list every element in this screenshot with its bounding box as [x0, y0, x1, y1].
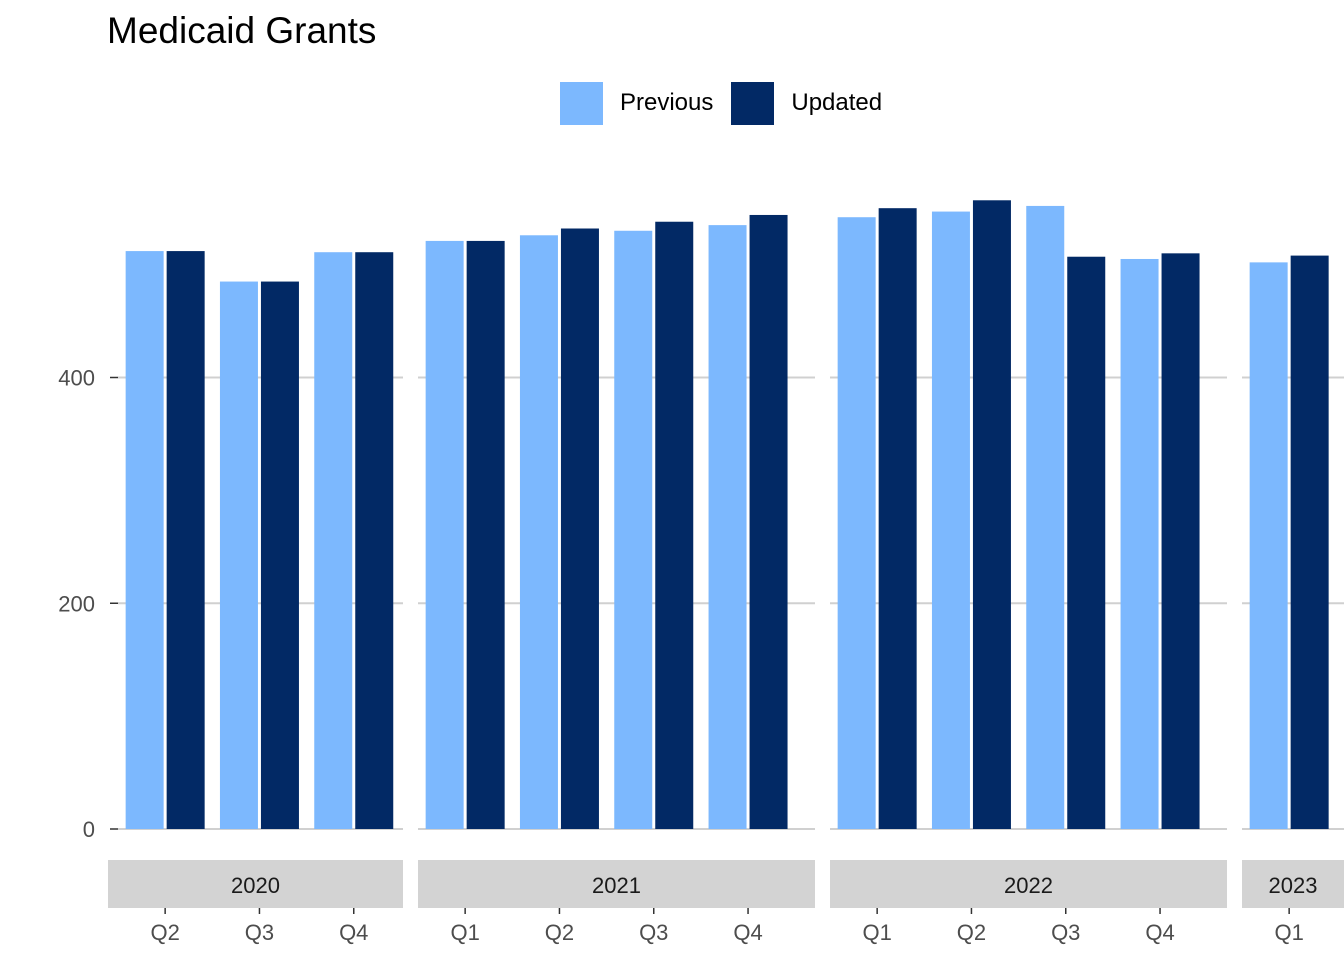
bar-updated-2020-q2	[166, 251, 205, 829]
bar-previous-2022-q4	[1120, 258, 1159, 829]
bar-previous-2021-q1	[425, 240, 464, 829]
facet-label-2022: 2022	[1004, 873, 1053, 898]
bar-updated-2021-q4	[749, 214, 788, 829]
bar-updated-2021-q2	[560, 228, 599, 829]
facet-strip-2020	[108, 860, 403, 908]
bar-updated-2022-q3	[1067, 256, 1106, 829]
y-tick-label: 200	[58, 591, 95, 616]
x-tick-label: Q1	[1274, 920, 1303, 945]
x-tick-label: Q3	[245, 920, 274, 945]
x-tick-label: Q3	[1051, 920, 1080, 945]
bar-previous-2023-q1	[1249, 262, 1288, 829]
x-tick-label: Q4	[733, 920, 762, 945]
legend-item-previous: Previous	[560, 81, 714, 125]
bar-updated-2020-q3	[260, 281, 299, 829]
x-tick-label: Q4	[339, 920, 368, 945]
bar-previous-2021-q3	[614, 230, 653, 829]
chart-title: Medicaid Grants	[107, 10, 377, 51]
legend-key-previous	[560, 81, 603, 125]
facet-label-2023: 2023	[1269, 873, 1318, 898]
facet-strip-2021	[418, 860, 815, 908]
y-tick-label: 400	[58, 366, 95, 391]
legend-label-updated: Updated	[791, 89, 883, 116]
facet-strip-2023	[1242, 860, 1344, 908]
bar-previous-2022-q2	[931, 211, 970, 830]
x-tick-label: Q2	[957, 920, 986, 945]
x-tick-label: Q3	[639, 920, 668, 945]
bar-previous-2020-q4	[314, 252, 353, 830]
bar-updated-2020-q4	[355, 252, 394, 830]
x-tick-label: Q4	[1145, 920, 1174, 945]
legend: Previous Updated	[560, 81, 900, 125]
y-tick-label: 0	[83, 817, 95, 842]
bar-updated-2022-q4	[1161, 253, 1200, 829]
x-tick-label: Q1	[450, 920, 479, 945]
bar-updated-2022-q1	[878, 208, 917, 829]
bar-updated-2022-q2	[972, 200, 1011, 829]
legend-key-updated	[731, 81, 775, 125]
x-tick-label: Q2	[545, 920, 574, 945]
bar-previous-2021-q4	[708, 225, 747, 829]
bar-updated-2021-q1	[466, 240, 505, 829]
bar-previous-2020-q3	[219, 281, 258, 829]
bar-previous-2020-q2	[125, 251, 164, 829]
bar-previous-2022-q3	[1026, 205, 1065, 829]
bar-updated-2023-q1	[1290, 255, 1329, 830]
bar-previous-2021-q2	[519, 235, 558, 830]
legend-item-updated: Updated	[731, 81, 883, 125]
x-tick-label: Q1	[862, 920, 891, 945]
legend-label-previous: Previous	[620, 89, 714, 116]
bar-previous-2022-q1	[837, 217, 876, 829]
facet-strip-2022	[830, 860, 1227, 908]
facet-label-2020: 2020	[231, 873, 280, 898]
bar-updated-2021-q3	[655, 221, 694, 830]
facet-label-2021: 2021	[592, 873, 641, 898]
x-tick-label: Q2	[150, 920, 179, 945]
